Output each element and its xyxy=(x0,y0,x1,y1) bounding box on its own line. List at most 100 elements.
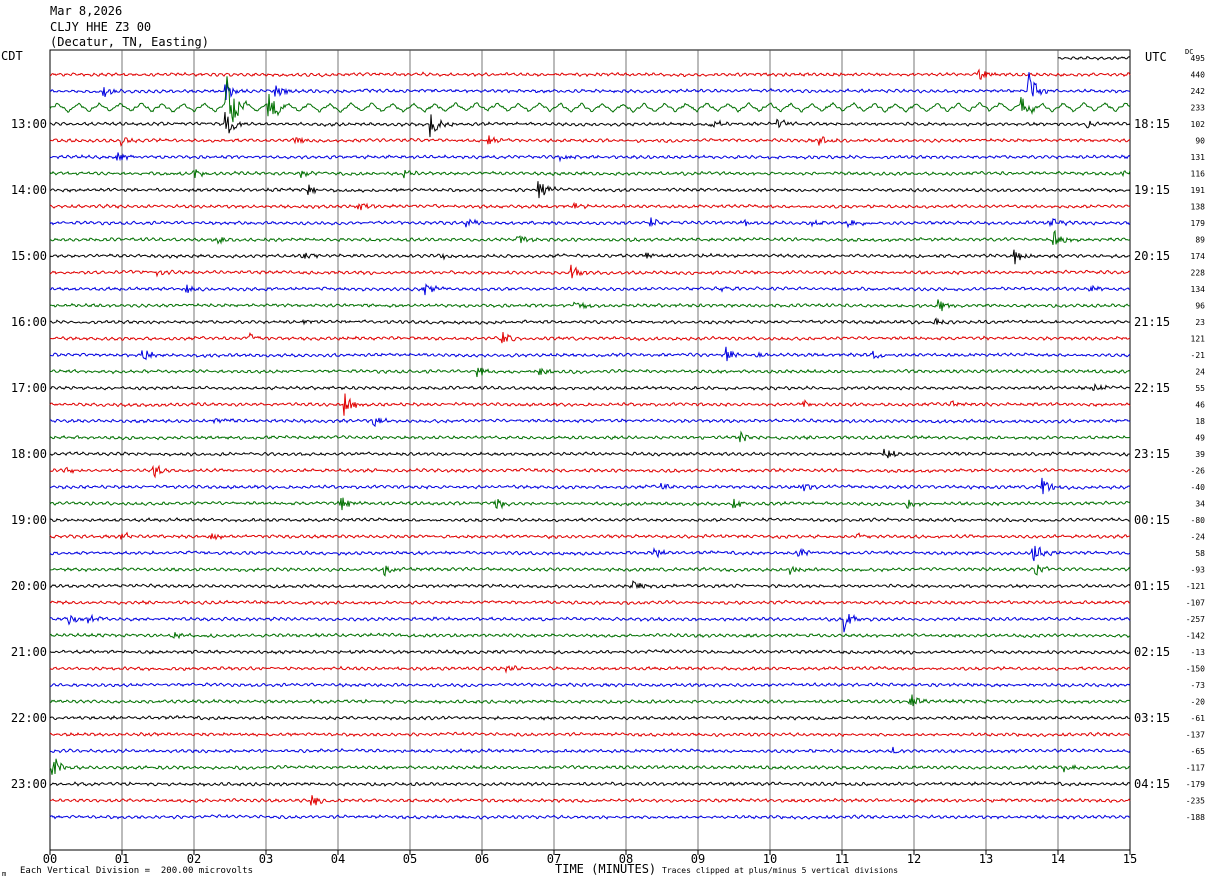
right-time-label: 00:15 xyxy=(1134,513,1170,527)
right-time-label: 18:15 xyxy=(1134,117,1170,131)
dc-offset-label: -137 xyxy=(1186,731,1205,740)
trace-46 xyxy=(49,795,1131,806)
trace-22 xyxy=(49,393,1131,416)
x-tick-label: 00 xyxy=(43,852,57,866)
left-timezone-label: CDT xyxy=(1,49,23,63)
trace-34 xyxy=(49,599,1131,606)
right-time-label: 02:15 xyxy=(1134,645,1170,659)
dc-offset-label: 49 xyxy=(1195,434,1205,443)
dc-offset-label: -257 xyxy=(1186,615,1205,624)
left-time-label: 15:00 xyxy=(11,249,47,263)
trace-40 xyxy=(49,694,1131,707)
x-tick-label: 15 xyxy=(1123,852,1137,866)
trace-30 xyxy=(49,531,1131,541)
x-tick-label: 13 xyxy=(979,852,993,866)
dc-offset-label: 495 xyxy=(1191,54,1206,63)
right-timezone-label: UTC xyxy=(1145,50,1167,64)
dc-offset-label: -188 xyxy=(1186,813,1205,822)
trace-14 xyxy=(49,264,1131,279)
dc-offset-label: 174 xyxy=(1191,252,1206,261)
left-time-label: 22:00 xyxy=(11,711,47,725)
left-time-label: 14:00 xyxy=(11,183,47,197)
trace-3 xyxy=(49,72,1131,101)
dc-offset-label: 55 xyxy=(1195,384,1205,393)
x-tick-label: 14 xyxy=(1051,852,1065,866)
trace-24 xyxy=(49,430,1130,443)
dc-offset-label: 179 xyxy=(1191,219,1206,228)
left-time-label: 19:00 xyxy=(11,513,47,527)
trace-25 xyxy=(49,448,1130,459)
dc-offset-label: -61 xyxy=(1191,714,1206,723)
dc-offset-label: -40 xyxy=(1191,483,1206,492)
dc-offset-label: 102 xyxy=(1191,120,1206,129)
trace-15 xyxy=(49,283,1131,296)
dc-offset-label: -26 xyxy=(1191,467,1206,476)
trace-39 xyxy=(49,682,1131,688)
dc-offset-label: -150 xyxy=(1186,665,1205,674)
dc-offset-label: 440 xyxy=(1191,71,1206,80)
dc-offset-label: -24 xyxy=(1191,533,1206,542)
dc-offset-label: 46 xyxy=(1195,401,1205,410)
x-tick-label: 04 xyxy=(331,852,345,866)
dc-offset-label: 18 xyxy=(1195,417,1205,426)
dc-offset-label: 24 xyxy=(1195,368,1205,377)
x-tick-label: 07 xyxy=(547,852,561,866)
trace-21 xyxy=(49,383,1131,391)
x-tick-label: 10 xyxy=(763,852,777,866)
left-time-label: 20:00 xyxy=(11,579,47,593)
dc-offset-label: 131 xyxy=(1191,153,1206,162)
plot-frame xyxy=(49,49,1131,851)
dc-offset-label: 138 xyxy=(1191,203,1206,212)
dc-offset-label: 23 xyxy=(1195,318,1205,327)
dc-offset-label: 228 xyxy=(1191,269,1206,278)
trace-4 xyxy=(49,76,1131,123)
x-tick-label: 11 xyxy=(835,852,849,866)
trace-13 xyxy=(49,249,1131,265)
dc-offset-label: -107 xyxy=(1186,599,1205,608)
trace-31 xyxy=(49,545,1131,562)
trace-44 xyxy=(49,758,1131,775)
trace-32 xyxy=(50,564,1131,577)
left-time-label: 23:00 xyxy=(11,777,47,791)
trace-42 xyxy=(49,731,1131,738)
dc-offset-label: 89 xyxy=(1195,236,1205,245)
trace-7 xyxy=(49,152,1131,163)
trace-36 xyxy=(49,632,1131,640)
right-time-label: 20:15 xyxy=(1134,249,1170,263)
dc-offset-label: 58 xyxy=(1195,549,1205,558)
trace-27 xyxy=(49,477,1131,495)
right-time-label: 19:15 xyxy=(1134,183,1170,197)
x-tick-label: 03 xyxy=(259,852,273,866)
dc-offset-label: -121 xyxy=(1186,582,1205,591)
right-time-label: 21:15 xyxy=(1134,315,1170,329)
trace-19 xyxy=(49,346,1131,362)
trace-12 xyxy=(49,229,1131,246)
trace-9 xyxy=(49,181,1131,199)
trace-16 xyxy=(49,299,1130,312)
trace-10 xyxy=(49,201,1131,211)
dc-offset-label: -235 xyxy=(1186,797,1205,806)
x-tick-label: 06 xyxy=(475,852,489,866)
left-time-label: 21:00 xyxy=(11,645,47,659)
dc-offset-label: -20 xyxy=(1191,698,1206,707)
trace-37 xyxy=(49,649,1131,655)
trace-35 xyxy=(49,613,1131,633)
trace-28 xyxy=(49,497,1131,511)
dc-label: DC xyxy=(1185,48,1194,56)
trace-2 xyxy=(49,68,1131,80)
left-time-label: 16:00 xyxy=(11,315,47,329)
right-time-label: 22:15 xyxy=(1134,381,1170,395)
dc-offset-label: 116 xyxy=(1191,170,1206,179)
right-time-label: 04:15 xyxy=(1134,777,1170,791)
right-time-label: 23:15 xyxy=(1134,447,1170,461)
x-tick-label: 12 xyxy=(907,852,921,866)
trace-26 xyxy=(49,464,1131,479)
trace-45 xyxy=(49,780,1131,787)
left-time-label: 18:00 xyxy=(11,447,47,461)
x-tick-label: 05 xyxy=(403,852,417,866)
trace-43 xyxy=(49,746,1131,754)
trace-20 xyxy=(49,367,1131,378)
clip-note: Traces clipped at plus/minus 5 vertical … xyxy=(662,866,899,875)
trace-8 xyxy=(49,169,1131,179)
dc-offset-label: 34 xyxy=(1195,500,1205,509)
